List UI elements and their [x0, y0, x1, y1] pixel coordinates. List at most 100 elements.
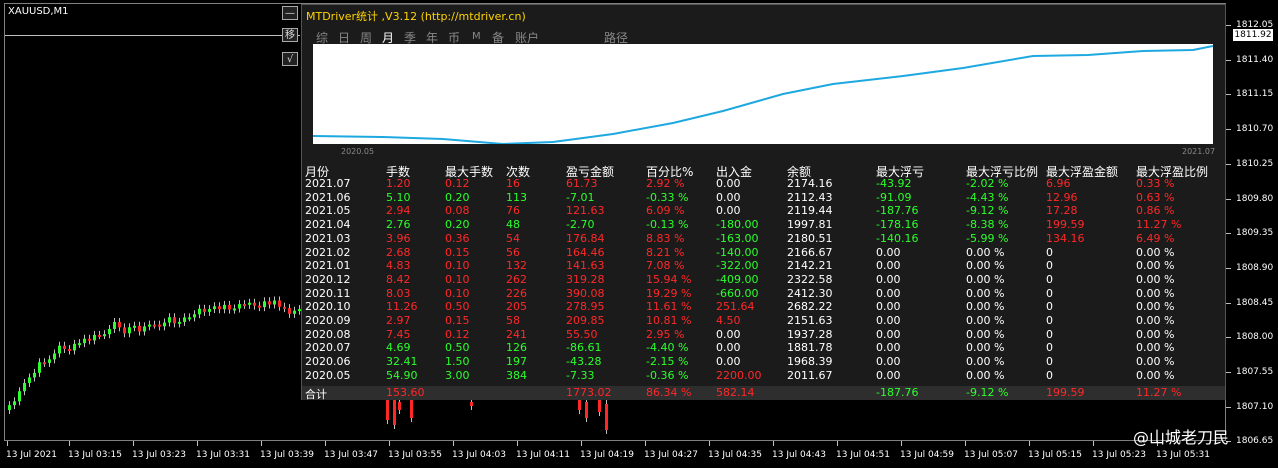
table-cell: 0.00 %: [966, 314, 1005, 327]
table-cell: 0.00: [716, 204, 741, 218]
column-header: 最大浮盈金额: [1046, 165, 1119, 179]
minimize-button[interactable]: —: [282, 6, 298, 20]
candle-body: [93, 334, 96, 341]
table-cell: 141.63: [566, 259, 605, 273]
time-tick: [837, 441, 838, 446]
table-cell: 226: [506, 286, 527, 300]
table-cell: 15.94 %: [646, 272, 692, 286]
total-cell: 86.34 %: [646, 386, 692, 399]
table-cell: 0.00: [876, 300, 901, 314]
candle-body: [585, 402, 588, 418]
table-cell: 0.36: [445, 231, 470, 245]
time-tick-label: 13 Jul 05:31: [1156, 450, 1210, 460]
time-tick-label: 13 Jul 04:03: [452, 450, 506, 460]
table-cell: 1968.39: [787, 355, 833, 369]
table-cell: 4.83: [386, 259, 411, 273]
table-cell: 19.29 %: [646, 286, 692, 300]
candle-body: [118, 321, 121, 328]
table-cell: 2166.67: [787, 245, 833, 259]
candle-body: [243, 304, 246, 307]
table-cell: -43.28: [566, 355, 602, 369]
price-tick-label: 1810.25: [1236, 158, 1274, 169]
candle-body: [123, 327, 126, 334]
table-cell: 0.00: [716, 341, 741, 355]
table-cell: 384: [506, 368, 527, 382]
time-tick-label: 13 Jul 03:39: [260, 450, 314, 460]
table-cell: 2021.04: [305, 218, 351, 232]
table-cell: 55.50: [566, 327, 598, 341]
time-tick-label: 13 Jul 03:23: [132, 450, 186, 460]
tab-4[interactable]: 季: [404, 31, 417, 45]
table-cell: -322.00: [716, 259, 759, 273]
tab-10[interactable]: 路径: [604, 31, 629, 45]
time-tick-label: 13 Jul 05:15: [1028, 450, 1082, 460]
table-cell: 0: [1046, 300, 1053, 314]
table-cell: 54: [506, 231, 520, 245]
table-cell: 197: [506, 355, 527, 369]
table-cell: 0.00: [876, 259, 901, 273]
tab-5[interactable]: 年: [426, 31, 439, 45]
tab-9[interactable]: 账户: [515, 31, 540, 45]
table-cell: 76: [506, 204, 520, 218]
time-tick-label: 13 Jul 04:19: [580, 450, 634, 460]
horizontal-line[interactable]: [5, 35, 300, 36]
table-cell: 2.76: [386, 218, 411, 232]
price-tick: [1226, 94, 1231, 96]
tab-0[interactable]: 综: [316, 31, 329, 45]
candle-body: [23, 382, 26, 392]
tab-2[interactable]: 周: [360, 31, 373, 45]
table-cell: 2.68: [386, 245, 411, 259]
table-cell: 2174.16: [787, 177, 833, 190]
table-cell: 319.28: [566, 272, 605, 286]
price-tick-label: 1812.05: [1236, 20, 1274, 30]
table-cell: 1.50: [445, 355, 470, 369]
candle-body: [268, 301, 271, 305]
total-cell: -187.76: [876, 386, 919, 399]
table-cell: 0.00 %: [966, 286, 1005, 300]
table-cell: 7.08 %: [646, 259, 685, 273]
candle-body: [278, 300, 281, 307]
table-cell: -2.15 %: [646, 355, 689, 369]
time-tick: [1029, 441, 1030, 446]
table-cell: 209.85: [566, 314, 605, 327]
tab-8[interactable]: 备: [492, 31, 505, 45]
table-cell: 8.21 %: [646, 245, 685, 259]
table-cell: 6.09 %: [646, 204, 685, 218]
tab-3[interactable]: 月: [382, 31, 395, 45]
candle-body: [598, 400, 601, 412]
candle-body: [33, 372, 36, 378]
table-cell: 0: [1046, 355, 1053, 369]
table-cell: -180.00: [716, 218, 759, 232]
tab-1[interactable]: 日: [338, 31, 351, 45]
table-cell: 0.50: [445, 300, 470, 314]
candle-body: [18, 391, 21, 402]
time-tick: [581, 441, 582, 446]
time-tick: [325, 441, 326, 446]
candle-body: [386, 396, 389, 420]
table-cell: 0: [1046, 314, 1053, 327]
table-cell: 5.10: [386, 190, 411, 204]
table-cell: -4.43 %: [966, 190, 1009, 204]
table-cell: 0.20: [445, 218, 470, 232]
table-cell: 2020.09: [305, 314, 351, 327]
mini-chart-start-label: 2020.05: [341, 147, 375, 156]
total-cell: 582.14: [716, 386, 755, 399]
tab-7[interactable]: M: [472, 31, 481, 42]
check-button[interactable]: √: [282, 52, 298, 66]
candle-body: [143, 326, 146, 332]
table-cell: 241: [506, 327, 527, 341]
table-cell: 2322.58: [787, 272, 833, 286]
candle-body: [13, 401, 16, 406]
table-cell: 164.46: [566, 245, 605, 259]
candle-body: [273, 300, 276, 305]
move-button[interactable]: 移: [282, 28, 298, 42]
tab-6[interactable]: 币: [448, 31, 461, 45]
table-cell: -43.92: [876, 177, 912, 190]
candle-body: [298, 309, 301, 312]
column-header: 最大浮亏: [876, 165, 925, 179]
candle-body: [163, 322, 166, 327]
table-cell: 48: [506, 218, 520, 232]
candle-body: [68, 348, 71, 351]
table-cell: 0.00 %: [1136, 300, 1175, 314]
table-cell: 0.20: [445, 190, 470, 204]
